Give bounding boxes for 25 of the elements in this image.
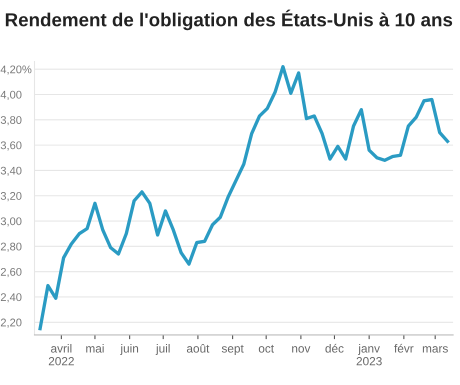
y-tick-label: 3,40 (0, 166, 22, 176)
x-tick-label: juil (156, 344, 170, 355)
y-tick-label: 2,80 (0, 242, 22, 252)
y-tick-label: 3,20 (0, 192, 22, 202)
y-tick-label: 4,00 (0, 90, 22, 100)
chart-title: Rendement de l'obligation des États-Unis à 10 ans (6, 10, 452, 30)
line-series (38, 64, 450, 330)
x-tick-label: août (186, 344, 210, 353)
x-tick-label: nov (292, 346, 310, 353)
y-tick-label: 3,00 (0, 217, 22, 226)
y-tick-label: 2,40 (0, 293, 22, 302)
y-tick-label: 2,60 (0, 268, 22, 278)
x-tick-label: déc (325, 344, 344, 353)
x-tick-label: sept (222, 344, 244, 355)
x-tick-label: mars (422, 346, 448, 353)
x-tick-label: oct (258, 344, 274, 353)
y-tick-label: 2,20 (0, 318, 22, 328)
x-tick-label: juin (120, 344, 138, 355)
x-tick-label: avril 2022 (48, 344, 74, 366)
x-tick-label: févr (394, 344, 414, 353)
x-tick-label: mai (86, 344, 104, 353)
x-tick-label: janv 2023 (356, 344, 382, 366)
y-tick-label: 3,60 (0, 141, 22, 151)
y-tick-label: 3,80 (0, 116, 22, 126)
y-tick-label: 4,20% (0, 65, 32, 75)
